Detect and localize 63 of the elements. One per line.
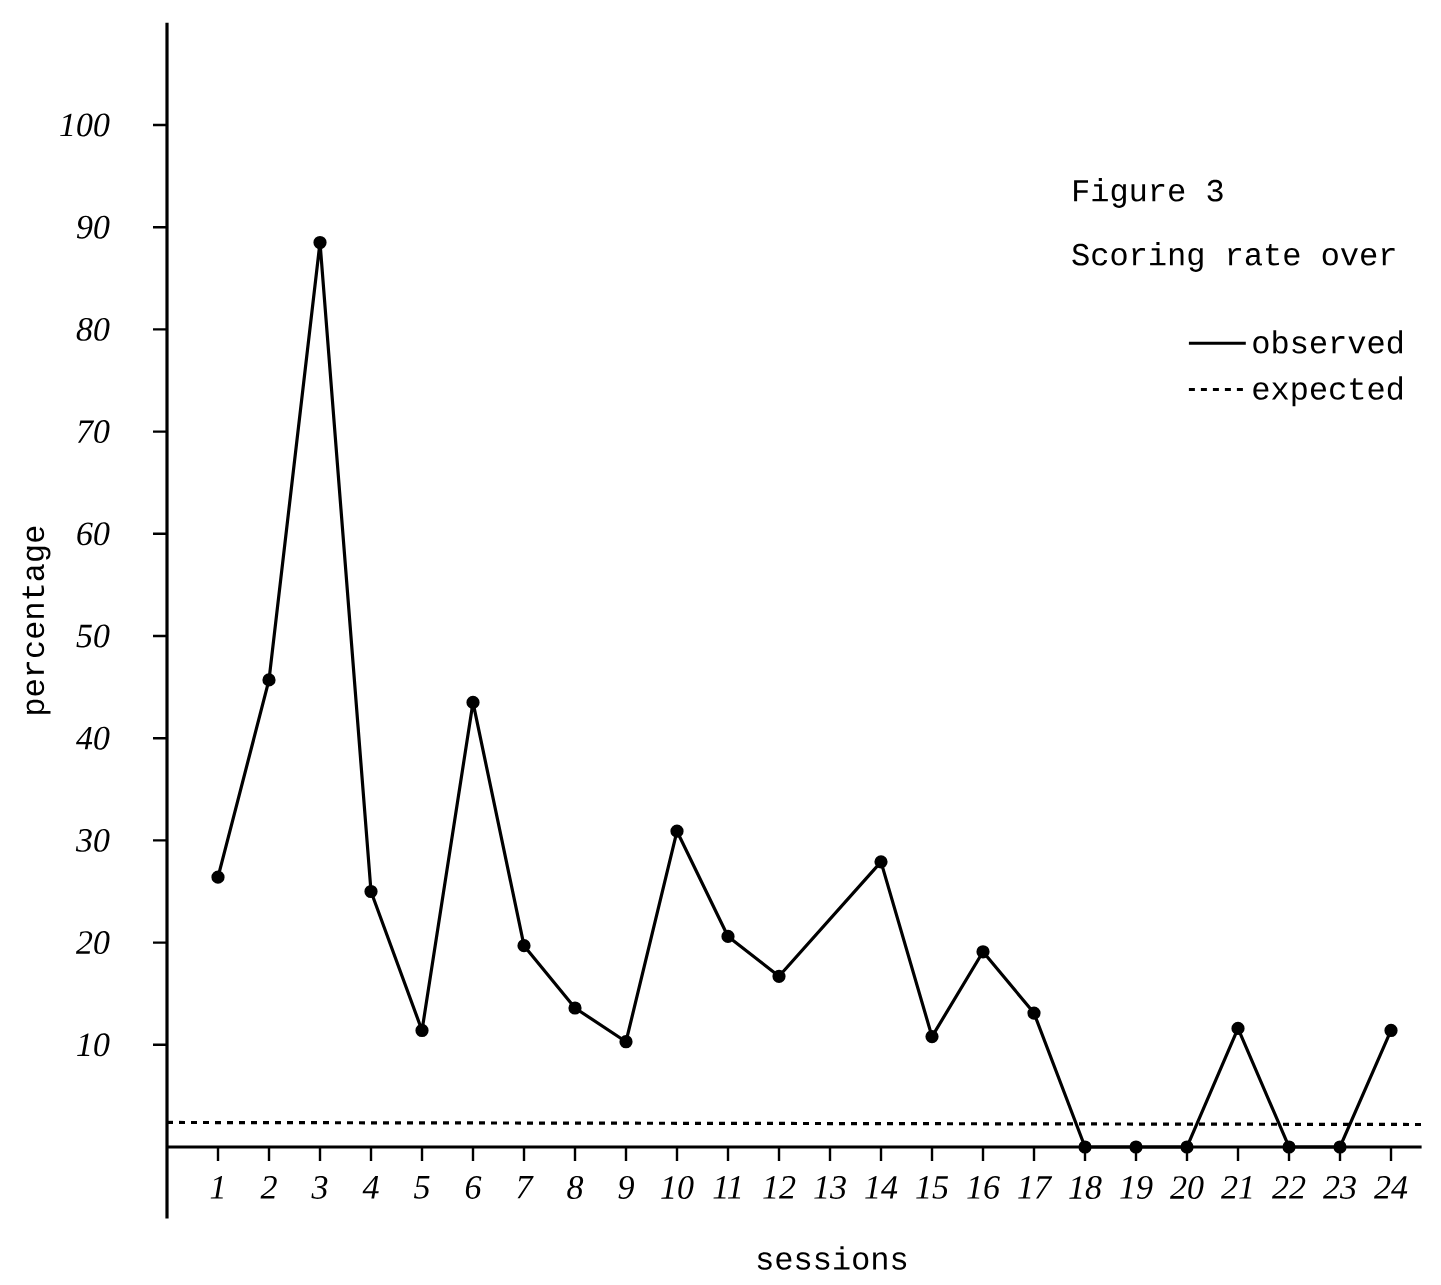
legend-label: expected	[1253, 376, 1403, 407]
point	[1333, 1140, 1347, 1154]
point	[1129, 1140, 1143, 1154]
x-tick-label: 14	[865, 1176, 898, 1199]
x-tick-label: 1	[210, 1176, 223, 1199]
y-axis-title: percentage	[22, 526, 51, 714]
x-tick-label: 22	[1272, 1176, 1306, 1199]
y-tick-label: 20	[75, 931, 110, 955]
x-tick-label: 21	[1221, 1176, 1252, 1199]
x-tick-label: 15	[916, 1176, 948, 1199]
point	[925, 1030, 939, 1044]
x-tick-label: 5	[414, 1176, 430, 1199]
y-tick-label: 40	[76, 726, 110, 750]
point	[1027, 1006, 1041, 1020]
y-tick-label: 10	[77, 1033, 110, 1057]
x-tick-label: 4	[362, 1176, 379, 1199]
x-tick-label: 20	[1170, 1176, 1204, 1199]
point	[364, 884, 378, 899]
point	[721, 929, 735, 944]
x-tick-label: 12	[763, 1176, 796, 1199]
point	[517, 939, 531, 953]
point	[1078, 1140, 1092, 1154]
point	[313, 235, 327, 250]
x-tick-label: 18	[1069, 1176, 1102, 1199]
point	[874, 855, 888, 869]
point	[1384, 1023, 1398, 1038]
point	[415, 1023, 429, 1038]
point	[211, 870, 225, 884]
x-tick-label: 13	[814, 1176, 846, 1199]
y-tick-label: 60	[77, 522, 110, 546]
y-tick-label: 70	[77, 420, 110, 444]
y-tick-label: 100	[60, 113, 110, 137]
point	[1180, 1140, 1194, 1154]
point	[466, 695, 480, 710]
x-tick-label: 16	[967, 1176, 1000, 1199]
point	[619, 1035, 633, 1049]
point	[568, 1001, 582, 1015]
x-tick-label: 10	[661, 1176, 694, 1199]
text: Scoring rate over	[1072, 242, 1395, 272]
x-tick-label: 8	[567, 1176, 584, 1199]
text: Figure 3	[1074, 178, 1223, 208]
x-axis-title: sessions	[757, 1246, 907, 1270]
x-tick-label: 7	[517, 1176, 534, 1199]
point	[772, 969, 786, 983]
x-tick-label: 3	[311, 1176, 328, 1199]
y-tick-label: 50	[76, 624, 110, 648]
x-tick-label: 9	[618, 1176, 634, 1199]
x-tick-label: 6	[465, 1176, 482, 1199]
x-tick-label: 24	[1374, 1176, 1408, 1199]
x-tick-label: 19	[1120, 1176, 1153, 1199]
point	[976, 945, 990, 959]
point	[262, 673, 276, 687]
point	[1282, 1140, 1296, 1154]
point	[1231, 1021, 1245, 1036]
x-tick-label: 11	[713, 1176, 741, 1199]
point	[670, 824, 684, 838]
x-tick-label: 17	[1018, 1176, 1053, 1199]
x-tick-label: 23	[1323, 1176, 1356, 1199]
y-tick-label: 90	[76, 215, 110, 239]
y-tick-label: 80	[76, 317, 110, 341]
y-tick-label: 30	[75, 828, 110, 852]
x-tick-label: 2	[260, 1176, 277, 1199]
legend-label: observed	[1253, 330, 1403, 354]
